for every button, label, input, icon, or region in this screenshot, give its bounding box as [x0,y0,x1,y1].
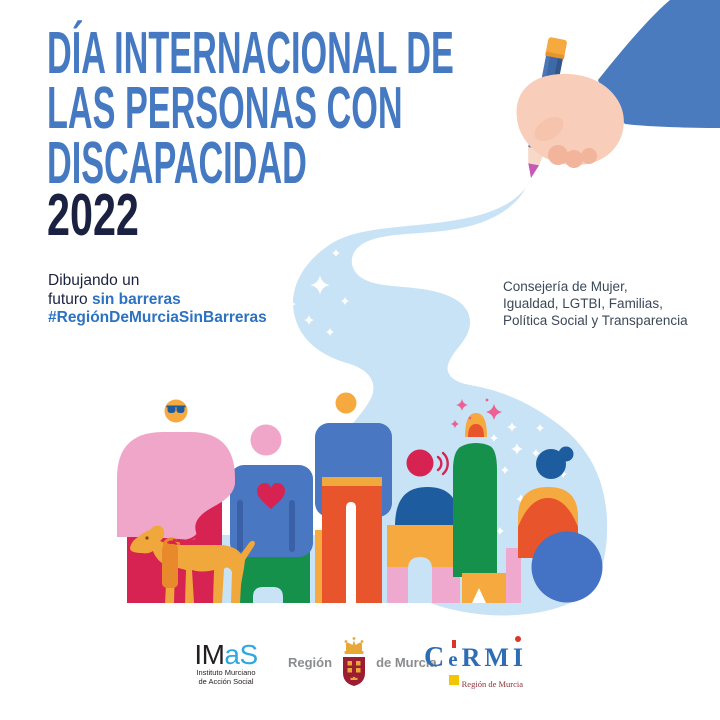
shield-icon [343,657,366,686]
cermi-subtitle: Región de Murcia [461,679,524,689]
woman-face [468,424,484,437]
cermi-letter-e-glyph: e [448,647,458,671]
figure-kid-heart [230,424,313,603]
murcia-text-left: Región [288,654,333,670]
sparkle-icon [286,249,567,535]
cermi-letter-i: I [512,636,524,673]
pink-sparkle-icon [451,398,502,428]
man-sweater [117,432,235,541]
cermi-letter-c: C [424,642,445,673]
dog-eye [145,536,149,540]
tagline-line-2-accent: sin barreras [91,290,181,308]
green-body [453,443,497,577]
poster-title: DÍA INTERNACIONAL DE LAS PERSONAS CON DI… [47,20,454,196]
kid-head [250,424,282,456]
kid-legs-gap [253,587,283,603]
figure-blind-man [117,399,255,603]
imas-sub-line-2: de Acción Social [198,676,254,686]
tagline-line-2-prefix: futuro [48,290,92,308]
cermi-red-dot [514,636,521,642]
dog-harness-handle [162,537,181,546]
cermi-wordmark: C e R M I [424,636,524,685]
department-line-1: Consejería de Mujer, [503,279,628,294]
green-legs-block [462,573,507,603]
wheelchair-wheel-icon [531,531,603,603]
kid-strap-left [237,500,243,552]
kid-strap-right [289,500,295,552]
sound-waves-icon [436,451,449,476]
deaf-head [406,449,434,477]
imas-wordmark: IMaS [183,639,269,670]
figure-tall-person [315,392,392,603]
murcia-text-right: de Murcia [376,654,437,670]
dome-building [387,487,460,603]
ribbon-path [205,180,608,616]
wheelchair-hair-bun [558,446,574,462]
tagline-line-1: Dibujando un [48,272,140,289]
imas-logo: IMaS Instituto Murciano de Acción Social [183,639,269,686]
crown-icon [344,637,364,654]
imas-letters-blue: aS [224,639,258,670]
wheelchair-head [536,449,566,479]
cermi-logo: C e R M I Región de Murcia [424,636,524,689]
tall-head [335,392,357,414]
dog-leash [172,532,200,543]
hand-icon [516,73,624,168]
sunglasses-icon [166,405,186,413]
murcia-logo: Región de Murcia [288,636,437,688]
title-line-1: DÍA INTERNACIONAL DE [47,20,454,86]
tall-pants-stripe [346,502,356,603]
tagline: Dibujando un futuro sin barreras #Región… [48,272,267,328]
cermi-letter-e: e [448,640,460,685]
department-line-2: Igualdad, LGTBI, Familias, [503,296,663,311]
cermi-red-bar [452,640,457,648]
tall-waistband [322,477,382,486]
department-line-3: Política Social y Transparencia [503,313,688,328]
sleeve [598,0,720,128]
cermi-letter-r: R [461,643,481,672]
hand-pencil-group [516,0,720,178]
title-line-2: LAS PERSONAS CON [47,75,403,141]
murcia-coat-of-arms [343,637,366,686]
tagline-line-2: futuro sin barreras [48,291,267,310]
tagline-hashtag: #RegiónDeMurciaSinBarreras [48,309,267,327]
imas-letters-dark: IM [194,639,225,670]
dog-harness [162,544,178,588]
imas-sub-line-1: Instituto Murciano [196,668,256,677]
figure-wheelchair-woman [518,446,603,603]
cermi-letter-m: M [484,643,509,672]
green-legs-gap [472,588,486,603]
poster-year: 2022 [47,182,139,248]
cermi-letter-i-glyph: I [512,643,524,672]
figure-green-woman [451,398,507,603]
building-dome [395,487,460,527]
building-arch-door [408,557,432,603]
cermi-yellow-square [449,675,460,685]
man-head [164,399,188,423]
imas-subtitle: Instituto Murciano de Acción Social [183,668,269,686]
title-line-3: DISCAPACIDAD [47,130,307,196]
heart-icon [257,483,285,509]
pink-bar [506,548,521,603]
department-block: Consejería de Mujer, Igualdad, LGTBI, Fa… [503,278,688,329]
guide-dog-icon [130,525,255,603]
figure-deaf-symbol [406,449,449,477]
